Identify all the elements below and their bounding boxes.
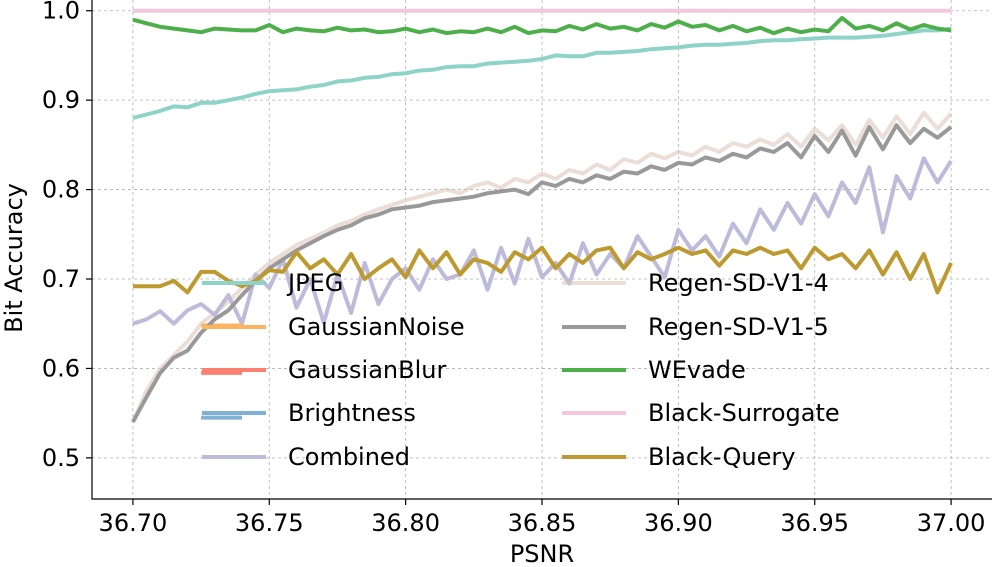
legend-label: Regen-SD-V1-4 [648,269,829,297]
y-tick-label: 0.7 [42,265,80,293]
y-tick-label: 0.6 [42,354,80,382]
legend-label: JPEG [286,269,343,297]
legend-label: Black-Query [648,443,795,471]
series-line-regen-sd-v1-4 [131,110,953,423]
y-axis-label: Bit Accuracy [0,183,28,333]
series-line-jpeg [132,26,952,120]
legend: JPEG GaussianNoise GaussianBlur Brightness C… [202,269,840,471]
x-tick-label: 36.80 [371,509,440,537]
x-tick-label: 36.90 [644,509,713,537]
legend-label: Combined [288,443,410,471]
x-axis-label: PSNR [510,540,574,567]
series-line-black-query [132,245,953,295]
legend-label: WEvade [648,356,746,384]
y-tick-label: 1.0 [42,0,80,25]
x-tick-label: 36.85 [508,509,577,537]
grid-lines [92,0,992,499]
series-line-wevade [132,15,952,36]
y-tick-label: 0.5 [42,444,80,472]
y-tick-group: 0.5 0.6 0.7 0.8 0.9 1.0 [42,0,92,472]
legend-label: GaussianBlur [288,356,446,384]
x-tick-label: 37.00 [917,509,986,537]
legend-label: GaussianNoise [288,313,465,341]
legend-label: Brightness [288,399,416,427]
x-tick-label: 36.95 [780,509,849,537]
legend-label: Black-Surrogate [648,399,840,427]
axis-spine [91,0,992,500]
y-tick-label: 0.8 [42,176,80,204]
series-layer [131,8,953,424]
axes [91,0,992,500]
series-line-combined [132,156,953,326]
x-tick-label: 36.70 [99,509,168,537]
x-tick-label: 36.75 [235,509,304,537]
x-tick-group: 36.70 36.75 36.80 36.85 36.90 36.95 37.00 [99,499,986,537]
y-tick-label: 0.9 [42,86,80,114]
legend-label: Regen-SD-V1-5 [648,313,829,341]
